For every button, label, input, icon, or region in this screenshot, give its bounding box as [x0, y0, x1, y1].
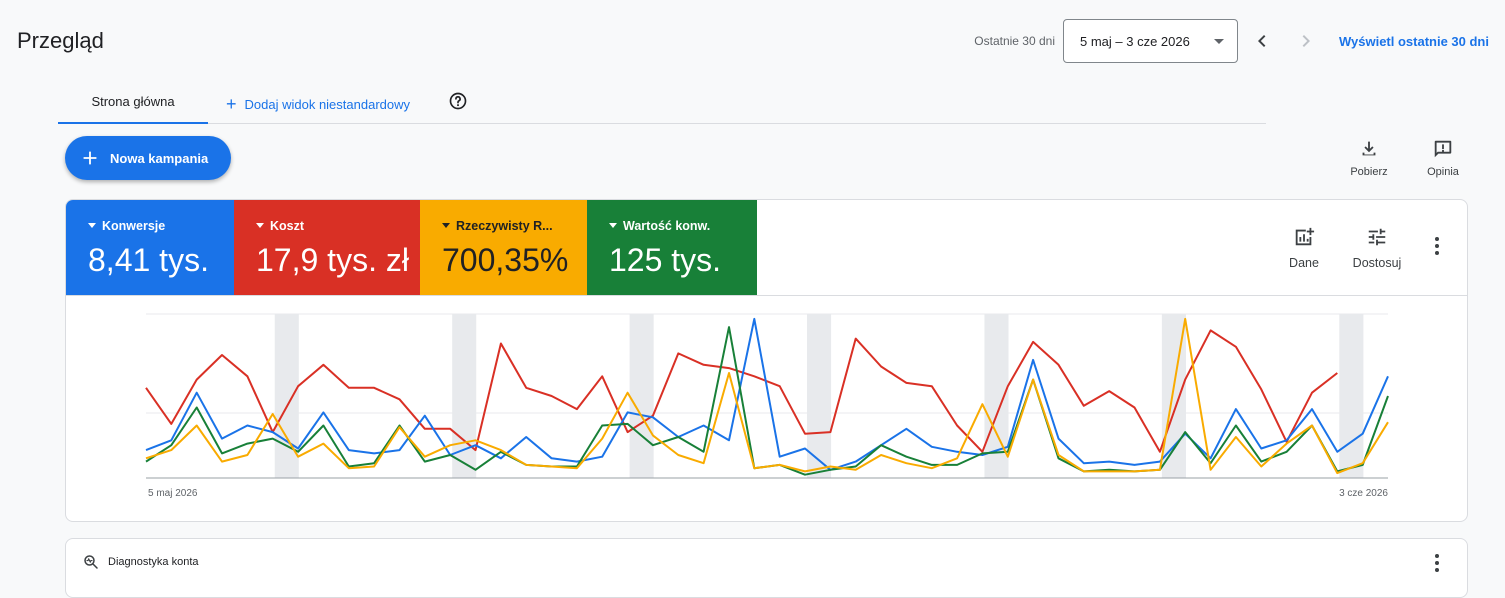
show-last-30-days-link[interactable]: Wyświetl ostatnie 30 dni	[1338, 34, 1489, 49]
dropdown-caret-icon	[1214, 39, 1224, 44]
metric-label: Koszt	[256, 219, 304, 233]
help-icon[interactable]	[448, 91, 468, 111]
add-custom-view-button[interactable]: + Dodaj widok niestandardowy	[226, 93, 410, 114]
date-range-label: Ostatnie 30 dni	[974, 34, 1055, 48]
x-axis-end-label: 3 cze 2026	[1339, 488, 1388, 499]
metric-roas[interactable]: Rzeczywisty R... 700,35%	[420, 200, 587, 295]
view-tabs: Strona główna + Dodaj widok niestandardow…	[58, 82, 1266, 124]
date-range-value: 5 maj – 3 cze 2026	[1080, 34, 1190, 49]
weekend-band	[629, 314, 654, 478]
new-campaign-button[interactable]: Nowa kampania	[65, 136, 231, 180]
caret-down-icon	[256, 223, 264, 228]
new-campaign-label: Nowa kampania	[110, 151, 209, 166]
chevron-right-icon[interactable]	[1294, 29, 1318, 53]
feedback-label: Opinia	[1427, 166, 1459, 178]
performance-line-chart: 5 maj 2026 3 cze 2026	[145, 313, 1389, 499]
caret-down-icon	[609, 223, 617, 228]
weekend-band	[452, 314, 477, 478]
download-icon	[1362, 141, 1376, 156]
feedback-button[interactable]: Opinia	[1413, 138, 1473, 182]
tune-icon	[1368, 228, 1386, 246]
chevron-left-icon[interactable]	[1250, 29, 1274, 53]
metric-roas-label: Rzeczywisty R...	[456, 219, 553, 233]
metric-cost-value: 17,9 tys. zł	[256, 242, 409, 278]
search-diagnostics-icon	[84, 555, 98, 569]
plus-icon: +	[226, 94, 237, 114]
download-button[interactable]: Pobierz	[1339, 138, 1399, 182]
card-divider	[66, 295, 1467, 296]
series-line-1	[145, 317, 1389, 471]
series-line-3	[145, 317, 1389, 475]
metric-roas-value: 700,35%	[442, 242, 569, 278]
metric-label: Rzeczywisty R...	[442, 219, 553, 233]
add-custom-view-label: Dodaj widok niestandardowy	[244, 97, 410, 112]
more-vert-icon[interactable]	[1428, 553, 1446, 573]
x-axis-start-label: 5 maj 2026	[148, 488, 198, 499]
metric-cost-label: Koszt	[270, 219, 305, 233]
data-button[interactable]: Dane	[1286, 226, 1322, 270]
metric-conversions[interactable]: Konwersje 8,41 tys.	[66, 200, 234, 295]
metric-conversions-value: 8,41 tys.	[88, 242, 209, 278]
metric-conversion-value[interactable]: Wartość konw. 125 tys.	[587, 200, 757, 295]
metric-conversion-value-label: Wartość konw.	[623, 219, 711, 233]
metric-conversion-value-value: 125 tys.	[609, 242, 722, 278]
date-range-select[interactable]: 5 maj – 3 cze 2026	[1063, 19, 1238, 63]
caret-down-icon	[88, 223, 96, 228]
download-label: Pobierz	[1350, 166, 1388, 178]
series-line-0	[145, 329, 1338, 453]
customize-button-label: Dostosuj	[1352, 256, 1402, 270]
page-title: Przegląd	[17, 28, 104, 53]
customize-button[interactable]: Dostosuj	[1344, 226, 1410, 270]
top-bar: Przegląd Ostatnie 30 dni 5 maj – 3 cze 2…	[0, 0, 1505, 80]
caret-down-icon	[442, 223, 450, 228]
plus-icon	[83, 151, 97, 165]
diagnostics-title: Diagnostyka konta	[108, 556, 199, 568]
overview-chart-card: Konwersje 8,41 tys. Koszt 17,9 tys. zł R…	[65, 199, 1468, 522]
tab-home[interactable]: Strona główna	[58, 82, 208, 124]
data-button-label: Dane	[1289, 256, 1319, 270]
metric-label: Konwersje	[88, 219, 165, 233]
feedback-icon	[1434, 140, 1452, 158]
metric-cost[interactable]: Koszt 17,9 tys. zł	[234, 200, 420, 295]
account-diagnostics-card: Diagnostyka konta	[65, 538, 1468, 598]
metric-label: Wartość konw.	[609, 219, 710, 233]
weekend-band	[807, 314, 832, 478]
weekend-band	[1339, 314, 1364, 478]
add-chart-icon	[1295, 227, 1315, 246]
metric-conversions-label: Konwersje	[102, 219, 166, 233]
more-vert-icon[interactable]	[1428, 236, 1446, 256]
